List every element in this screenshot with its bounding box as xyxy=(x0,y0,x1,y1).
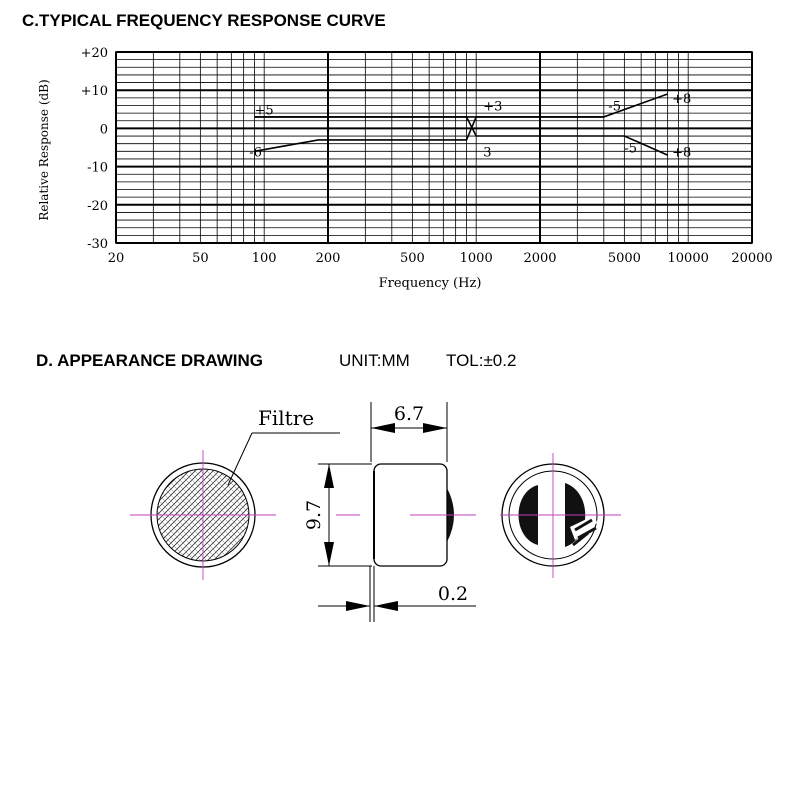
dim-gap-label: 0.2 xyxy=(438,583,468,605)
curve-annotation: -5 xyxy=(608,99,621,114)
x-tick-label: 2000 xyxy=(523,251,556,266)
x-tick-label: 10000 xyxy=(668,251,709,266)
x-tick-label: 500 xyxy=(400,251,425,266)
dim-width-label: 6.7 xyxy=(394,403,424,425)
y-tick-label: -30 xyxy=(87,237,108,252)
section-c-title: C.TYPICAL FREQUENCY RESPONSE CURVE xyxy=(22,11,386,30)
x-tick-label: 20000 xyxy=(731,251,772,266)
section-d-title: D. APPEARANCE DRAWING xyxy=(36,351,263,370)
x-tick-label: 200 xyxy=(316,251,341,266)
chart-y-ticks: +20 +10 0 -10 -20 -30 xyxy=(81,46,108,252)
dim-height-label: 9.7 xyxy=(303,500,325,530)
x-axis-label: Frequency (Hz) xyxy=(379,276,482,291)
curve-annotation: 3 xyxy=(483,145,491,160)
curve-annotation: -5 xyxy=(624,142,637,157)
unit-label: UNIT:MM xyxy=(339,351,410,370)
rear-view xyxy=(500,453,621,578)
tolerance-label: TOL:±0.2 xyxy=(446,351,517,370)
chart-x-ticks: 20 50 100 200 500 1000 2000 5000 10000 20000 xyxy=(108,251,773,266)
series-line-2 xyxy=(254,116,604,153)
filter-leader: Filtre xyxy=(227,406,340,486)
y-tick-label: 0 xyxy=(100,122,108,137)
y-tick-label: -10 xyxy=(87,161,108,176)
y-tick-label: +10 xyxy=(81,84,108,99)
chart-annotations: +5 -6 +3 3 -5 -5 +8 +8 xyxy=(249,92,691,160)
chart-series xyxy=(254,93,668,156)
series-line-3 xyxy=(254,116,668,156)
chart-border xyxy=(115,51,753,244)
front-view xyxy=(130,450,276,580)
x-tick-label: 20 xyxy=(108,251,125,266)
x-tick-label: 1000 xyxy=(460,251,493,266)
y-tick-label: -20 xyxy=(87,199,108,214)
curve-annotation: +3 xyxy=(483,99,502,114)
side-view: 6.7 9.7 0.2 xyxy=(303,402,476,622)
chart-grid-major xyxy=(115,51,753,244)
x-tick-label: 100 xyxy=(252,251,277,266)
curve-annotation: +8 xyxy=(672,92,691,107)
curve-annotation: +5 xyxy=(254,103,273,118)
filter-label: Filtre xyxy=(258,406,314,430)
curve-annotation: +8 xyxy=(672,145,691,160)
frequency-response-chart: +20 +10 0 -10 -20 -30 20 50 100 200 500 1000 2000 50… xyxy=(37,46,773,291)
y-axis-label: Relative Response (dB) xyxy=(37,79,51,220)
chart-grid-minor xyxy=(116,52,752,243)
curve-annotation: -6 xyxy=(249,145,262,160)
y-tick-label: +20 xyxy=(81,46,108,61)
x-tick-label: 5000 xyxy=(608,251,641,266)
x-tick-label: 50 xyxy=(192,251,209,266)
